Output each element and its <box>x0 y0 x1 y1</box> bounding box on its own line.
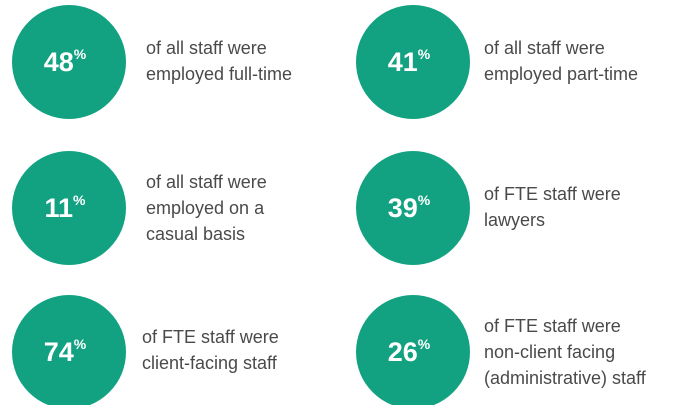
stat-description: employed full-time <box>146 64 292 84</box>
stat-description: (administrative) staff <box>484 368 647 388</box>
stat-number: 48 <box>44 47 74 77</box>
stat-value: 11% <box>45 192 87 223</box>
stat-number: 41 <box>388 47 418 77</box>
stat-description: of all staff were <box>146 172 267 192</box>
stat-value: 48% <box>44 46 87 77</box>
stat-value: 26% <box>388 336 431 367</box>
stat-number: 74 <box>44 337 74 367</box>
stat-description: of all staff were <box>484 38 605 58</box>
stat-circle <box>12 295 126 405</box>
stat-circle <box>356 151 470 265</box>
stat-description: of FTE staff were <box>142 327 279 347</box>
stat-unit: % <box>73 192 86 208</box>
stat-description: client-facing staff <box>142 353 278 373</box>
stat-circle <box>12 151 126 265</box>
stat-number: 39 <box>388 193 418 223</box>
stat-circle <box>356 295 470 405</box>
stat-unit: % <box>74 336 87 352</box>
stat-unit: % <box>418 46 431 62</box>
stat-description: of all staff were <box>146 38 267 58</box>
stat-description: employed part-time <box>484 64 638 84</box>
stat-description: casual basis <box>146 224 245 244</box>
stat-description: lawyers <box>484 210 545 230</box>
stat-number: 11 <box>45 193 74 223</box>
stat-unit: % <box>74 46 87 62</box>
stat-value: 39% <box>388 192 431 223</box>
stat-circle <box>356 5 470 119</box>
stat-description: of FTE staff were <box>484 184 621 204</box>
stat-description: of FTE staff were <box>484 316 621 336</box>
stat-value: 74% <box>44 336 87 367</box>
stat-description: employed on a <box>146 198 265 218</box>
stat-unit: % <box>418 192 431 208</box>
stat-circle <box>12 5 126 119</box>
stat-unit: % <box>418 336 431 352</box>
stat-description: non-client facing <box>484 342 615 362</box>
stat-number: 26 <box>388 337 418 367</box>
stat-value: 41% <box>388 46 431 77</box>
